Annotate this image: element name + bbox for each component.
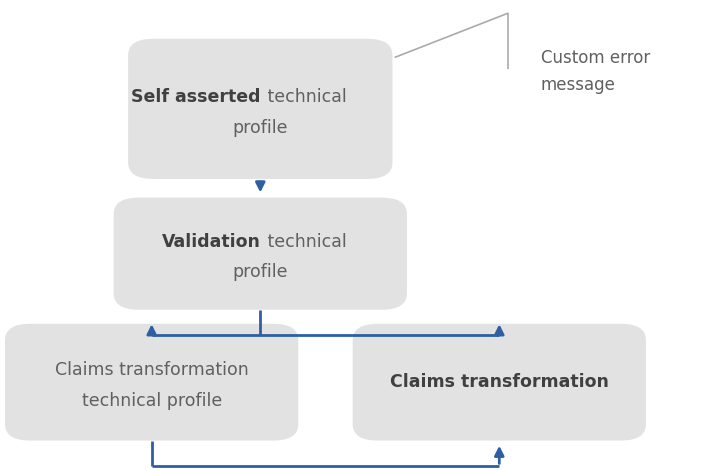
Text: technical profile: technical profile xyxy=(81,392,222,410)
Text: technical: technical xyxy=(262,233,347,251)
Text: Claims transformation: Claims transformation xyxy=(390,373,608,391)
Text: profile: profile xyxy=(233,263,288,282)
FancyBboxPatch shape xyxy=(5,324,298,440)
FancyBboxPatch shape xyxy=(353,324,646,440)
FancyBboxPatch shape xyxy=(128,39,393,179)
Text: Custom error
message: Custom error message xyxy=(541,49,650,94)
Text: profile: profile xyxy=(233,118,288,137)
Text: Validation: Validation xyxy=(161,233,260,251)
Text: technical: technical xyxy=(262,88,347,106)
Text: Claims transformation: Claims transformation xyxy=(55,361,249,379)
FancyBboxPatch shape xyxy=(113,197,407,310)
Text: Self asserted: Self asserted xyxy=(131,88,260,106)
